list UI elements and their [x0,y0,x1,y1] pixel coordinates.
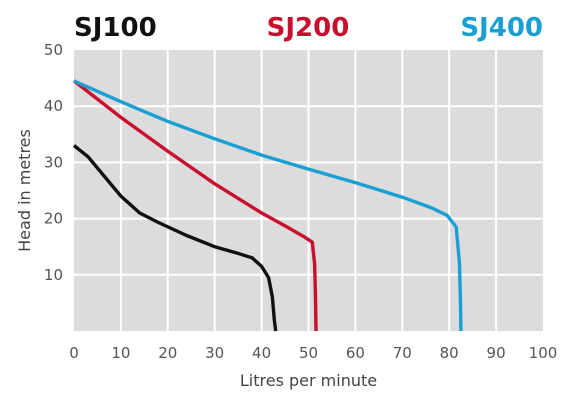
x-tick-label: 90 [487,344,506,362]
x-tick-label: 80 [440,344,459,362]
series-line-sj100 [72,144,278,332]
y-tick-label: 40 [44,97,63,115]
x-tick-label: 70 [393,344,412,362]
x-tick-label: 0 [69,344,79,362]
grid-lines [74,50,543,331]
legend-label-sj100: SJ100 [74,13,157,43]
x-tick-label: 50 [299,344,318,362]
x-tick-label: 100 [529,344,558,362]
x-tick-label: 10 [111,344,130,362]
y-tick-label: 30 [44,153,63,171]
y-axis-title: Head in metres [15,129,34,252]
x-axis-title: Litres per minute [240,371,377,390]
x-tick-labels: 0 10 20 30 40 50 60 70 80 90 100 [69,344,557,362]
legend-label-sj400: SJ400 [460,13,543,43]
series-line-sj200 [72,79,318,332]
y-tick-labels: 10 20 30 40 50 [44,41,63,284]
y-tick-label: 50 [44,41,63,59]
legend-label-sj200: SJ200 [267,13,350,43]
series-group [72,79,463,332]
x-tick-label: 20 [158,344,177,362]
y-tick-label: 10 [44,266,63,284]
x-tick-label: 60 [346,344,365,362]
x-tick-label: 30 [205,344,224,362]
series-line-sj400 [73,79,463,332]
x-tick-label: 40 [252,344,271,362]
y-tick-label: 20 [44,210,63,228]
legend: SJ100 SJ200 SJ400 [74,13,543,43]
